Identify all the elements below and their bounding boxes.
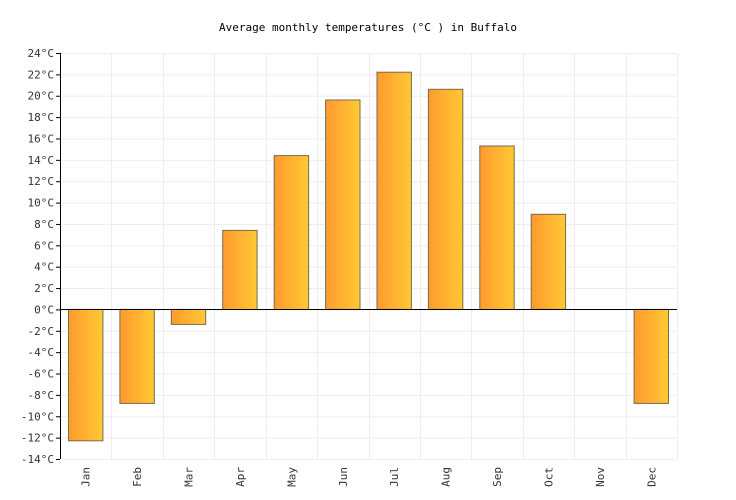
grid-lines — [60, 53, 678, 460]
bar-jan — [68, 308, 104, 442]
bar-jul — [376, 71, 412, 310]
bar-oct — [530, 213, 567, 310]
y-tick-label: -4°C — [28, 346, 55, 359]
x-axis-ticks: Jan Feb Mar Apr May Jun Jul Aug Sep Oct Nov Dec — [80, 467, 659, 487]
y-tick-label: 0°C — [34, 303, 54, 316]
y-tick-label: -6°C — [28, 368, 55, 381]
y-tick-label: 20°C — [28, 90, 55, 103]
x-tick-label: Jun — [337, 467, 350, 487]
y-tick-label: 22°C — [28, 68, 55, 81]
y-tick-label: -8°C — [28, 389, 55, 402]
x-tick-label: Jul — [388, 467, 401, 487]
bar-dec — [633, 308, 669, 404]
y-tick-label: -12°C — [21, 432, 54, 445]
bar-may — [273, 155, 310, 310]
x-tick-label: Oct — [542, 467, 555, 487]
y-tick-label: 4°C — [34, 261, 54, 274]
x-tick-label: May — [285, 467, 298, 487]
bar-sep — [479, 145, 515, 310]
x-tick-label: Aug — [440, 467, 453, 487]
x-tick-label: Mar — [183, 467, 196, 487]
y-tick-label: 24°C — [28, 47, 55, 60]
y-axis-ticks: -14°C -12°C -10°C -8°C -6°C -4°C -2°C 0°C 2°C 4°C… — [21, 47, 60, 466]
y-tick-label: 12°C — [28, 175, 55, 188]
y-tick-label: -10°C — [21, 410, 54, 423]
x-tick-label: Sep — [491, 467, 504, 487]
y-tick-label: 6°C — [34, 239, 54, 252]
axes — [60, 53, 677, 459]
y-tick-label: -14°C — [21, 453, 54, 466]
y-tick-label: 10°C — [28, 197, 55, 210]
bar-aug — [427, 88, 464, 310]
bar-mar — [170, 308, 207, 325]
bar-feb — [119, 308, 155, 404]
x-tick-label: Nov — [594, 467, 607, 487]
x-tick-label: Apr — [234, 467, 247, 487]
x-tick-label: Jan — [80, 467, 93, 487]
chart-title: Average monthly temperatures (°C ) in Bu… — [219, 21, 517, 34]
y-tick-label: -2°C — [28, 325, 55, 338]
x-tick-label: Feb — [131, 467, 144, 487]
y-tick-label: 2°C — [34, 282, 54, 295]
bar-jun — [325, 99, 361, 310]
bar-apr — [222, 229, 258, 310]
y-tick-label: 8°C — [34, 218, 54, 231]
y-tick-label: 16°C — [28, 132, 55, 145]
y-tick-label: 14°C — [28, 154, 55, 167]
bars — [68, 71, 669, 442]
x-tick-label: Dec — [645, 467, 658, 487]
y-tick-label: 18°C — [28, 111, 55, 124]
